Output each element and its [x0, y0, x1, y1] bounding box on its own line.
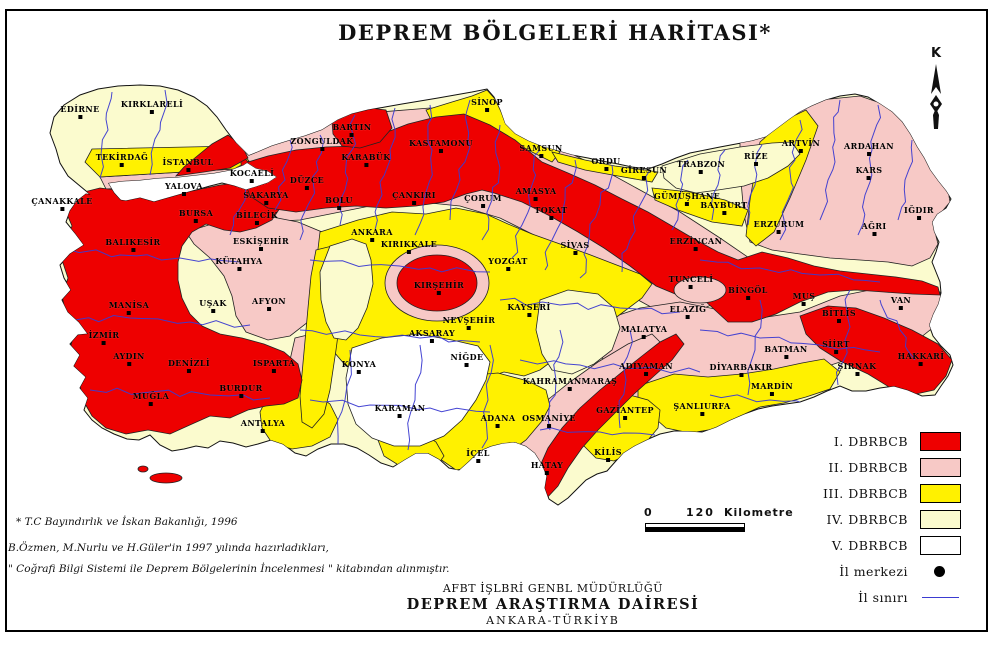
province-border-line — [274, 139, 293, 211]
city-marker-dot-icon — [934, 565, 945, 577]
north-label: K — [930, 46, 942, 61]
islands — [137, 465, 183, 484]
city-marker-label: İl merkezi — [839, 563, 908, 579]
province-border-line — [99, 91, 113, 179]
legend-zone-swatch — [920, 535, 961, 555]
legend-zone-swatch — [920, 431, 961, 451]
province-borders — [69, 89, 916, 451]
province-border-line — [835, 289, 851, 386]
province-border-label: İl sınırı — [858, 589, 908, 605]
outer-border — [5, 9, 988, 632]
province-border-line — [819, 99, 841, 221]
province-border-line — [579, 164, 614, 279]
province-border-line — [539, 427, 656, 436]
legend-zone-swatch — [920, 483, 961, 503]
province-border-line — [710, 149, 726, 221]
province-border-line — [309, 399, 491, 413]
north-arrow: K — [916, 42, 956, 61]
province-border-line — [879, 299, 916, 361]
scale-end: 120 — [686, 506, 715, 519]
scale-unit: Kilometre — [724, 506, 794, 519]
province-border-line — [618, 329, 633, 429]
province-border-line — [621, 169, 651, 273]
legend-zone-list: I. DBRBCB II. DBRBCB III. DBRBCB IV. DBRBCB… — [808, 428, 968, 558]
legend-zone-row: II. DBRBCB — [808, 454, 968, 480]
province-border-line — [519, 359, 701, 374]
province-border-line — [299, 329, 481, 343]
scale-bar-graphic — [645, 523, 745, 532]
legend-zone-row: III. DBRBCB — [808, 480, 968, 506]
footnotes: * T.C Bayındırlık ve İskan Bakanlığı, 19… — [8, 516, 478, 584]
province-border-line — [74, 314, 251, 328]
province-border-line — [671, 159, 689, 231]
province-border-line — [499, 297, 681, 315]
legend-zone-label: III. DBRBCB — [822, 485, 908, 501]
legend-zone-label: V. DBRBCB — [831, 537, 908, 553]
province-border-line — [299, 134, 324, 241]
province-border-line — [407, 344, 423, 451]
province-border-line — [747, 299, 763, 396]
province-border-line — [779, 119, 803, 241]
legend-city-marker-row: İl merkezi — [808, 558, 968, 584]
province-border-line — [449, 99, 471, 221]
province-border-line — [414, 104, 433, 236]
north-arrow-icon — [930, 64, 942, 129]
province-border-line — [69, 249, 241, 263]
footer-department: DEPREM ARAŞTIRMA DAİRESİ — [406, 596, 700, 613]
province-border-line — [747, 144, 763, 226]
footnote-line: " Coğrafi Bilgi Sistemi ile Deprem Bölge… — [8, 563, 450, 575]
province-border-line — [547, 329, 564, 431]
province-border-line — [374, 107, 396, 231]
province-border-line — [481, 124, 501, 241]
footer-location: ANKARA-TÜRKİYB — [486, 614, 620, 627]
footer-agency: AFBT İŞLBRİ GENBL MÜDÜRLÜĞÜ — [442, 582, 664, 595]
legend-zone-row: V. DBRBCB — [808, 532, 968, 558]
legend-zone-row: IV. DBRBCB — [808, 506, 968, 532]
legend-zone-swatch — [920, 457, 961, 477]
province-border-line — [511, 149, 541, 259]
legend-zone-swatch — [920, 509, 961, 529]
footnote-line: B.Özmen, M.Nurlu ve H.Güler'in 1997 yılı… — [8, 542, 329, 554]
province-border-line — [544, 159, 577, 271]
page-title: DEPREM BÖLGELERİ HARİTASI* — [338, 20, 772, 45]
legend-border-row: İl sınırı — [808, 584, 968, 610]
footnote-line: * T.C Bayındırlık ve İskan Bakanlığı, 19… — [16, 516, 238, 528]
province-border-line — [149, 89, 168, 176]
province-border-line — [336, 349, 352, 446]
legend-zone-row: I. DBRBCB — [808, 428, 968, 454]
legend-zone-label: I. DBRBCB — [833, 433, 908, 449]
scale-bar: 0 120 Kilometre — [632, 506, 802, 540]
province-border-line-icon — [922, 596, 959, 598]
legend-zone-label: IV. DBRBCB — [826, 511, 908, 527]
legend-zone-label: II. DBRBCB — [828, 459, 908, 475]
province-border-line — [857, 104, 882, 236]
legend: I. DBRBCB II. DBRBCB III. DBRBCB IV. DBRBCB… — [808, 428, 968, 610]
province-border-line — [897, 139, 914, 221]
footer: AFBT İŞLBRİ GENBL MÜDÜRLÜĞÜ DEPREM ARAŞT… — [303, 582, 803, 627]
province-border-line — [309, 259, 491, 273]
scale-start: 0 — [644, 506, 652, 519]
province-border-line — [699, 259, 881, 283]
province-border-line — [481, 344, 494, 449]
province-border-line — [699, 329, 881, 353]
